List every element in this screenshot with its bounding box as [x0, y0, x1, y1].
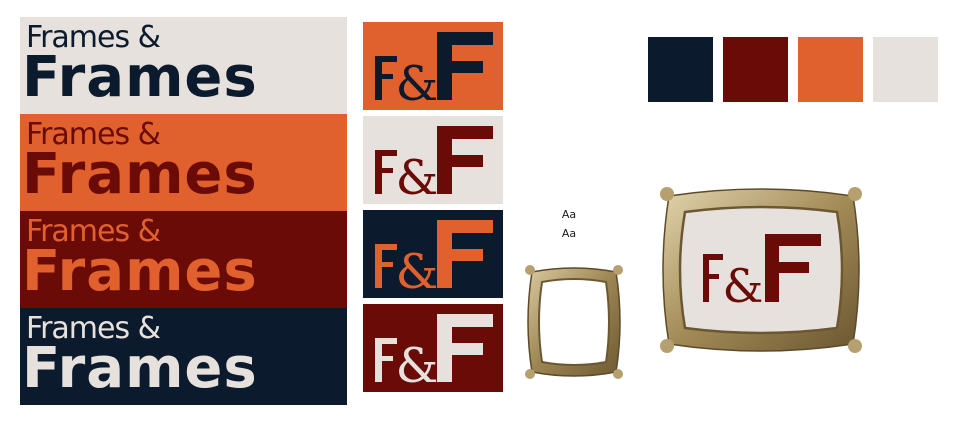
wordmark-maroon: Frames & Frames [20, 211, 347, 308]
ornate-frame-large: & [660, 187, 862, 353]
monogram-tile-maroon: & [363, 304, 503, 392]
wordmark-line2: Frames [22, 336, 258, 401]
monogram-ampersand: & [396, 244, 439, 298]
monogram-logo: & [375, 32, 493, 110]
wordmark-orange: Frames & Frames [20, 114, 347, 211]
monogram-ampersand: & [396, 56, 439, 110]
wordmark-line1: Frames & [26, 214, 161, 249]
wordmark-line2: Frames [22, 239, 258, 304]
ornate-frame-small [525, 265, 623, 379]
palette-swatch-orange [798, 37, 863, 102]
wordmark-line2: Frames [22, 45, 258, 110]
monogram-ampersand: & [396, 338, 439, 392]
type-specimen-2: Aa [561, 227, 577, 240]
palette-swatch-maroon [723, 37, 788, 102]
type-specimen-1: Aa [561, 208, 577, 221]
wordmark-line1: Frames & [26, 117, 161, 152]
monogram-logo: & [375, 314, 493, 392]
palette-swatch-navy [648, 37, 713, 102]
monogram-tile-orange: & [363, 22, 503, 110]
wordmark-line1: Frames & [26, 20, 161, 55]
wordmark-navy: Frames & Frames [20, 308, 347, 405]
monogram-ampersand: & [396, 150, 439, 204]
monogram-tile-navy: & [363, 210, 503, 298]
monogram-tile-cream: & [363, 116, 503, 204]
monogram-logo: & [375, 220, 493, 298]
monogram-ampersand: & [723, 259, 764, 313]
monogram-logo: & [375, 126, 493, 204]
wordmark-cream: Frames & Frames [20, 17, 347, 114]
wordmark-line2: Frames [22, 142, 258, 207]
palette-swatch-cream [873, 37, 938, 102]
wordmark-line1: Frames & [26, 311, 161, 346]
